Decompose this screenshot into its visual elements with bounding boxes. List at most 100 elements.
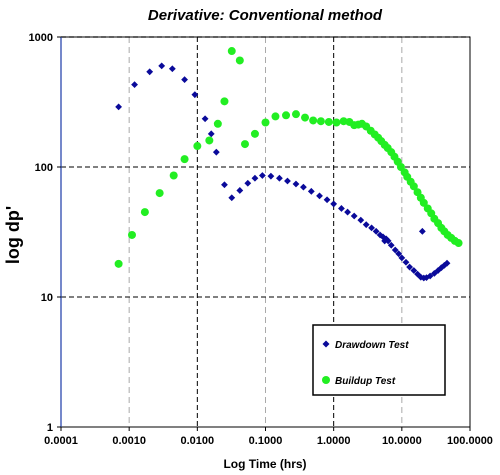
buildup-point: [235, 56, 244, 65]
drawdown-point: [344, 208, 351, 216]
legend-box: [312, 324, 446, 396]
drawdown-point: [207, 130, 215, 138]
drawdown-point: [338, 205, 345, 212]
drawdown-point: [221, 181, 228, 189]
buildup-point: [250, 129, 259, 138]
buildup-point: [261, 118, 270, 127]
data-series: [114, 47, 463, 282]
legend-marker-drawdown: [322, 340, 330, 348]
drawdown-point: [384, 237, 392, 245]
drawdown-point: [330, 200, 338, 208]
y-tick-label: 1: [47, 422, 53, 434]
drawdown-point: [307, 187, 315, 195]
drawdown-point: [368, 224, 375, 232]
grid: [61, 36, 470, 427]
drawdown-point: [201, 115, 209, 123]
chart-title: Derivative: Conventional method: [148, 7, 383, 24]
buildup-point: [301, 113, 310, 122]
buildup-point: [454, 239, 463, 248]
drawdown-point: [395, 250, 403, 258]
x-tick-label: 10.0000: [382, 435, 422, 447]
drawdown-point: [244, 179, 252, 187]
drawdown-point: [418, 227, 426, 235]
y-axis-title: log dp': [3, 206, 23, 264]
x-axis-title: Log Time (hrs): [223, 457, 306, 471]
drawdown-point: [316, 192, 323, 200]
drawdown-point: [382, 235, 390, 243]
drawdown-point: [357, 216, 365, 224]
legend-marker-buildup: [322, 376, 330, 384]
drawdown-point: [402, 258, 410, 266]
drawdown-point: [379, 233, 387, 241]
drawdown-point: [267, 172, 275, 180]
drawdown-point: [276, 174, 283, 182]
x-tick-label: 0.0100: [181, 435, 215, 447]
drawdown-point: [300, 183, 307, 191]
buildup-point: [220, 97, 229, 106]
y-tick-label: 10: [41, 292, 53, 304]
buildup-point: [271, 112, 280, 121]
x-tick-label: 0.0001: [44, 435, 78, 447]
x-tick-label: 100.0000: [447, 435, 493, 447]
buildup-point: [140, 208, 149, 217]
buildup-point: [114, 259, 123, 268]
drawdown-point: [168, 65, 176, 73]
drawdown-point: [131, 81, 138, 89]
drawdown-point: [115, 103, 123, 111]
drawdown-point: [387, 241, 395, 249]
drawdown-point: [158, 62, 166, 70]
buildup-point: [282, 111, 291, 120]
drawdown-point: [228, 194, 236, 202]
buildup-point: [213, 119, 222, 128]
drawdown-point: [191, 91, 199, 99]
drawdown-point: [323, 196, 331, 204]
drawdown-point: [381, 237, 389, 245]
buildup-point: [409, 182, 418, 191]
drawdown-point: [406, 263, 414, 271]
drawdown-point: [251, 174, 259, 182]
drawdown-point: [181, 76, 188, 84]
buildup-point: [205, 136, 214, 145]
drawdown-series: [115, 62, 451, 282]
drawdown-point: [376, 231, 384, 239]
y-tick-label: 1000: [29, 32, 53, 44]
x-tick-label: 0.0010: [112, 435, 146, 447]
buildup-point: [419, 198, 428, 207]
buildup-point: [169, 171, 178, 180]
x-tick-label: 1.0000: [317, 435, 351, 447]
drawdown-point: [417, 273, 425, 281]
buildup-point: [309, 116, 318, 125]
legend: Drawdown Test Buildup Test: [312, 324, 446, 396]
buildup-point: [324, 117, 333, 126]
buildup-point: [127, 230, 136, 239]
buildup-point: [227, 47, 236, 56]
drawdown-point: [236, 187, 244, 194]
drawdown-point: [426, 272, 434, 280]
drawdown-point: [372, 227, 380, 235]
drawdown-point: [410, 267, 418, 274]
drawdown-point: [398, 254, 406, 262]
drawdown-point: [212, 148, 220, 156]
buildup-point: [291, 110, 300, 119]
legend-label: Drawdown Test: [335, 340, 409, 351]
x-tick-label: 0.1000: [249, 435, 283, 447]
tick-labels: 0.0001 0.0010 0.0100 0.1000 1.0000 10.0000 100…: [29, 32, 493, 447]
buildup-series: [114, 47, 463, 268]
drawdown-point: [443, 259, 451, 267]
buildup-point: [155, 189, 164, 198]
drawdown-point: [292, 180, 300, 188]
drawdown-point: [391, 246, 399, 254]
y-tick-label: 100: [35, 162, 53, 174]
drawdown-point: [258, 172, 266, 179]
buildup-point: [180, 155, 189, 164]
drawdown-point: [362, 221, 370, 229]
legend-label: Buildup Test: [335, 376, 396, 387]
buildup-point: [240, 140, 249, 149]
buildup-point: [193, 142, 202, 151]
drawdown-point: [284, 177, 291, 185]
drawdown-point: [350, 212, 358, 220]
buildup-point: [316, 117, 325, 126]
buildup-point: [332, 118, 341, 127]
drawdown-point: [146, 68, 154, 76]
